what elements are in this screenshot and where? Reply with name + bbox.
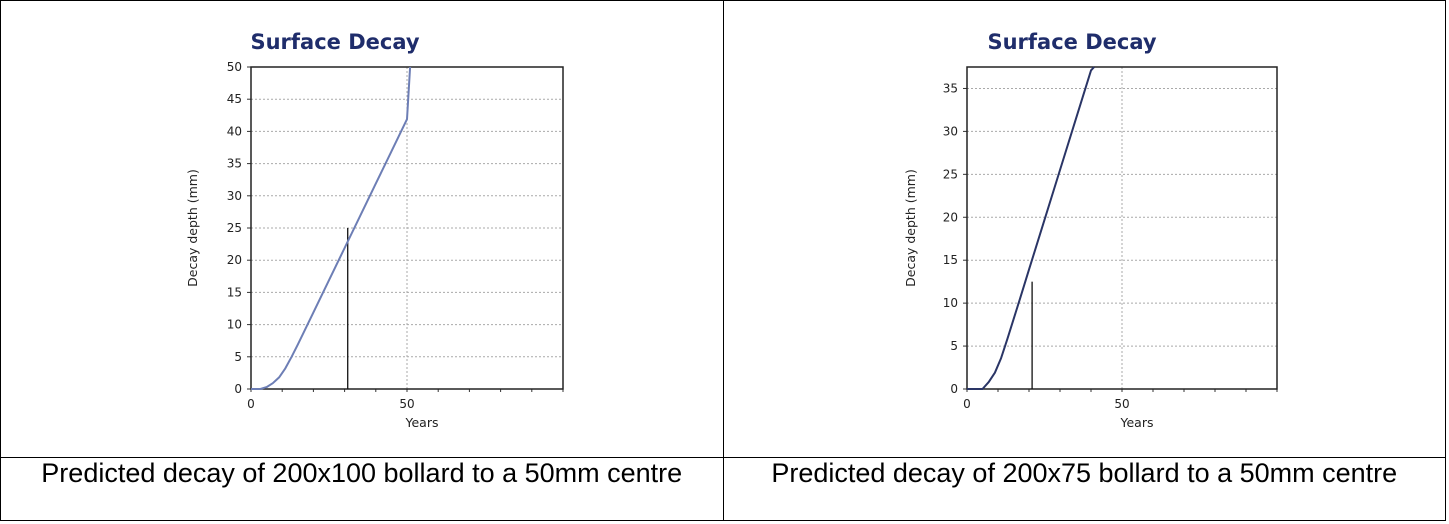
plot-border <box>250 66 564 390</box>
y-tick-label: 0 <box>950 382 958 396</box>
x-axis-label: Years <box>1119 415 1153 430</box>
y-tick-label: 5 <box>950 339 958 353</box>
y-tick-label: 10 <box>227 318 242 332</box>
caption-left: Predicted decay of 200x100 bollard to a … <box>0 457 724 521</box>
y-tick-label: 0 <box>234 382 242 396</box>
x-tick-label: 0 <box>963 397 971 411</box>
y-tick-label: 35 <box>942 81 957 95</box>
y-tick-label: 10 <box>942 296 957 310</box>
chart-title: Surface Decay <box>987 30 1156 54</box>
y-tick-label: 30 <box>227 189 242 203</box>
y-axis-label: Decay depth (mm) <box>185 169 200 287</box>
y-tick-label: 15 <box>227 285 242 299</box>
surface-decay-chart-left: Surface Decay 0 5 10 15 20 25 30 35 40 45 50 0 50 Year… <box>185 30 564 430</box>
x-tick-label: 50 <box>399 397 414 411</box>
y-tick-label: 5 <box>234 350 242 364</box>
x-tick-label: 50 <box>1114 397 1129 411</box>
surface-decay-chart-right: Surface Decay 0 5 10 15 20 25 30 35 0 50 Years Decay… <box>903 30 1278 430</box>
decay-series-line <box>966 66 1095 390</box>
y-tick-label: 15 <box>942 253 957 267</box>
y-tick-label: 50 <box>227 60 242 74</box>
y-tick-label: 40 <box>227 124 242 138</box>
chart-cell-left: Surface Decay 0 5 10 15 20 25 30 35 40 45 50 0 50 Year… <box>0 0 724 458</box>
plot-border <box>965 66 1278 390</box>
y-axis-label: Decay depth (mm) <box>903 169 918 287</box>
y-tick-label: 20 <box>227 253 242 267</box>
x-axis-label: Years <box>405 415 439 430</box>
y-tick-label: 25 <box>227 221 242 235</box>
y-tick-label: 30 <box>942 124 957 138</box>
caption-right: Predicted decay of 200x75 bollard to a 5… <box>722 457 1446 521</box>
decay-series-line <box>251 66 412 390</box>
x-tick-label: 0 <box>247 397 255 411</box>
y-tick-label: 25 <box>942 167 957 181</box>
y-tick-label: 45 <box>227 92 242 106</box>
chart-cell-right: Surface Decay 0 5 10 15 20 25 30 35 0 50 Years Decay… <box>722 0 1446 458</box>
chart-title: Surface Decay <box>250 30 419 54</box>
y-tick-label: 35 <box>227 157 242 171</box>
y-tick-label: 20 <box>942 210 957 224</box>
